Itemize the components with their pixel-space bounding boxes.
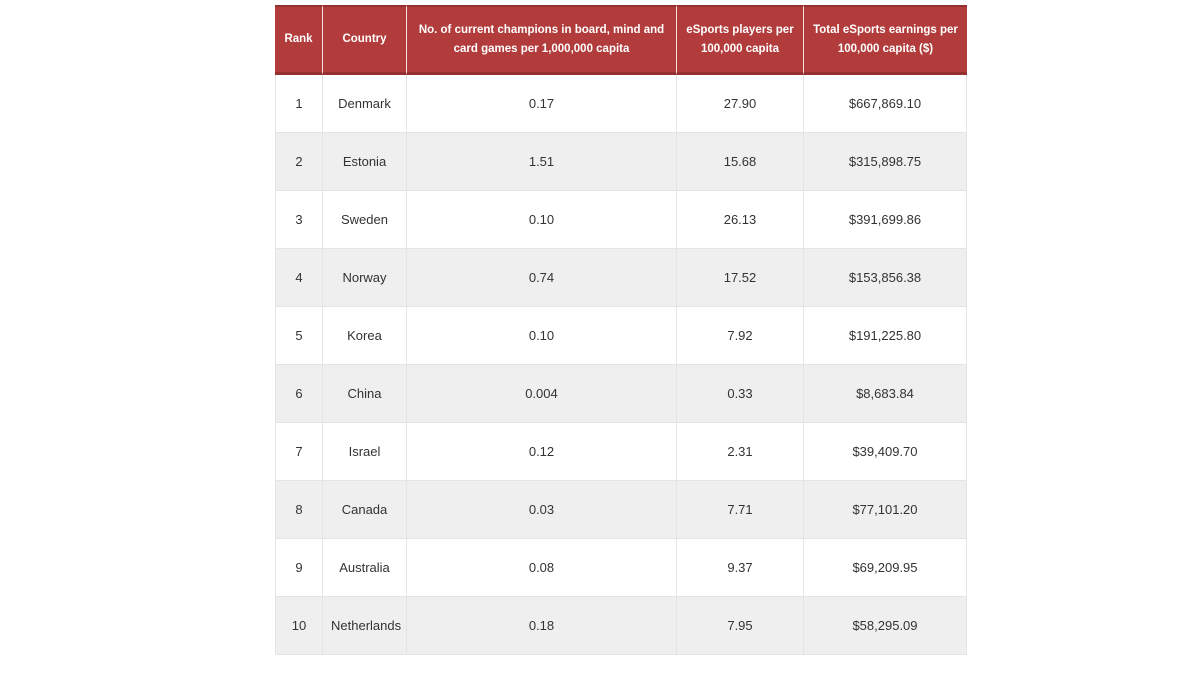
earnings-cell: $315,898.75 bbox=[803, 133, 967, 191]
champions-cell: 0.08 bbox=[406, 539, 676, 597]
table-row: 1 Denmark 0.17 27.90 $667,869.10 bbox=[275, 75, 967, 133]
champions-cell: 0.10 bbox=[406, 191, 676, 249]
players-cell: 26.13 bbox=[676, 191, 803, 249]
rank-cell: 8 bbox=[275, 481, 322, 539]
country-cell: Israel bbox=[322, 423, 406, 481]
rank-cell: 2 bbox=[275, 133, 322, 191]
earnings-cell: $667,869.10 bbox=[803, 75, 967, 133]
champions-cell: 0.17 bbox=[406, 75, 676, 133]
country-cell: China bbox=[322, 365, 406, 423]
earnings-cell: $153,856.38 bbox=[803, 249, 967, 307]
country-cell: Australia bbox=[322, 539, 406, 597]
country-cell: Estonia bbox=[322, 133, 406, 191]
column-header-players: eSports players per 100,000 capita bbox=[676, 5, 803, 75]
rank-cell: 10 bbox=[275, 597, 322, 655]
column-header-earnings: Total eSports earnings per 100,000 capit… bbox=[803, 5, 967, 75]
table-row: 2 Estonia 1.51 15.68 $315,898.75 bbox=[275, 133, 967, 191]
champions-cell: 0.03 bbox=[406, 481, 676, 539]
table-row: 7 Israel 0.12 2.31 $39,409.70 bbox=[275, 423, 967, 481]
champions-cell: 0.18 bbox=[406, 597, 676, 655]
earnings-cell: $191,225.80 bbox=[803, 307, 967, 365]
country-cell: Denmark bbox=[322, 75, 406, 133]
country-cell: Sweden bbox=[322, 191, 406, 249]
header-row: Rank Country No. of current champions in… bbox=[275, 5, 967, 75]
table-row: 3 Sweden 0.10 26.13 $391,699.86 bbox=[275, 191, 967, 249]
players-cell: 27.90 bbox=[676, 75, 803, 133]
players-cell: 0.33 bbox=[676, 365, 803, 423]
esports-stats-table: Rank Country No. of current champions in… bbox=[275, 5, 967, 655]
players-cell: 9.37 bbox=[676, 539, 803, 597]
table-body: 1 Denmark 0.17 27.90 $667,869.10 2 Eston… bbox=[275, 75, 967, 655]
rank-cell: 5 bbox=[275, 307, 322, 365]
players-cell: 2.31 bbox=[676, 423, 803, 481]
earnings-cell: $39,409.70 bbox=[803, 423, 967, 481]
country-cell: Norway bbox=[322, 249, 406, 307]
earnings-cell: $8,683.84 bbox=[803, 365, 967, 423]
earnings-cell: $58,295.09 bbox=[803, 597, 967, 655]
rank-cell: 6 bbox=[275, 365, 322, 423]
players-cell: 17.52 bbox=[676, 249, 803, 307]
table-row: 4 Norway 0.74 17.52 $153,856.38 bbox=[275, 249, 967, 307]
rank-cell: 4 bbox=[275, 249, 322, 307]
table-row: 9 Australia 0.08 9.37 $69,209.95 bbox=[275, 539, 967, 597]
earnings-cell: $77,101.20 bbox=[803, 481, 967, 539]
column-header-champions: No. of current champions in board, mind … bbox=[406, 5, 676, 75]
earnings-cell: $69,209.95 bbox=[803, 539, 967, 597]
champions-cell: 1.51 bbox=[406, 133, 676, 191]
champions-cell: 0.004 bbox=[406, 365, 676, 423]
esports-stats-table-container: Rank Country No. of current champions in… bbox=[275, 5, 967, 655]
champions-cell: 0.10 bbox=[406, 307, 676, 365]
rank-cell: 9 bbox=[275, 539, 322, 597]
country-cell: Canada bbox=[322, 481, 406, 539]
players-cell: 15.68 bbox=[676, 133, 803, 191]
table-row: 8 Canada 0.03 7.71 $77,101.20 bbox=[275, 481, 967, 539]
country-cell: Netherlands bbox=[322, 597, 406, 655]
players-cell: 7.92 bbox=[676, 307, 803, 365]
table-row: 5 Korea 0.10 7.92 $191,225.80 bbox=[275, 307, 967, 365]
players-cell: 7.95 bbox=[676, 597, 803, 655]
earnings-cell: $391,699.86 bbox=[803, 191, 967, 249]
rank-cell: 7 bbox=[275, 423, 322, 481]
table-row: 10 Netherlands 0.18 7.95 $58,295.09 bbox=[275, 597, 967, 655]
country-cell: Korea bbox=[322, 307, 406, 365]
champions-cell: 0.74 bbox=[406, 249, 676, 307]
rank-cell: 1 bbox=[275, 75, 322, 133]
column-header-country: Country bbox=[322, 5, 406, 75]
column-header-rank: Rank bbox=[275, 5, 322, 75]
table-header: Rank Country No. of current champions in… bbox=[275, 5, 967, 75]
champions-cell: 0.12 bbox=[406, 423, 676, 481]
rank-cell: 3 bbox=[275, 191, 322, 249]
players-cell: 7.71 bbox=[676, 481, 803, 539]
table-row: 6 China 0.004 0.33 $8,683.84 bbox=[275, 365, 967, 423]
